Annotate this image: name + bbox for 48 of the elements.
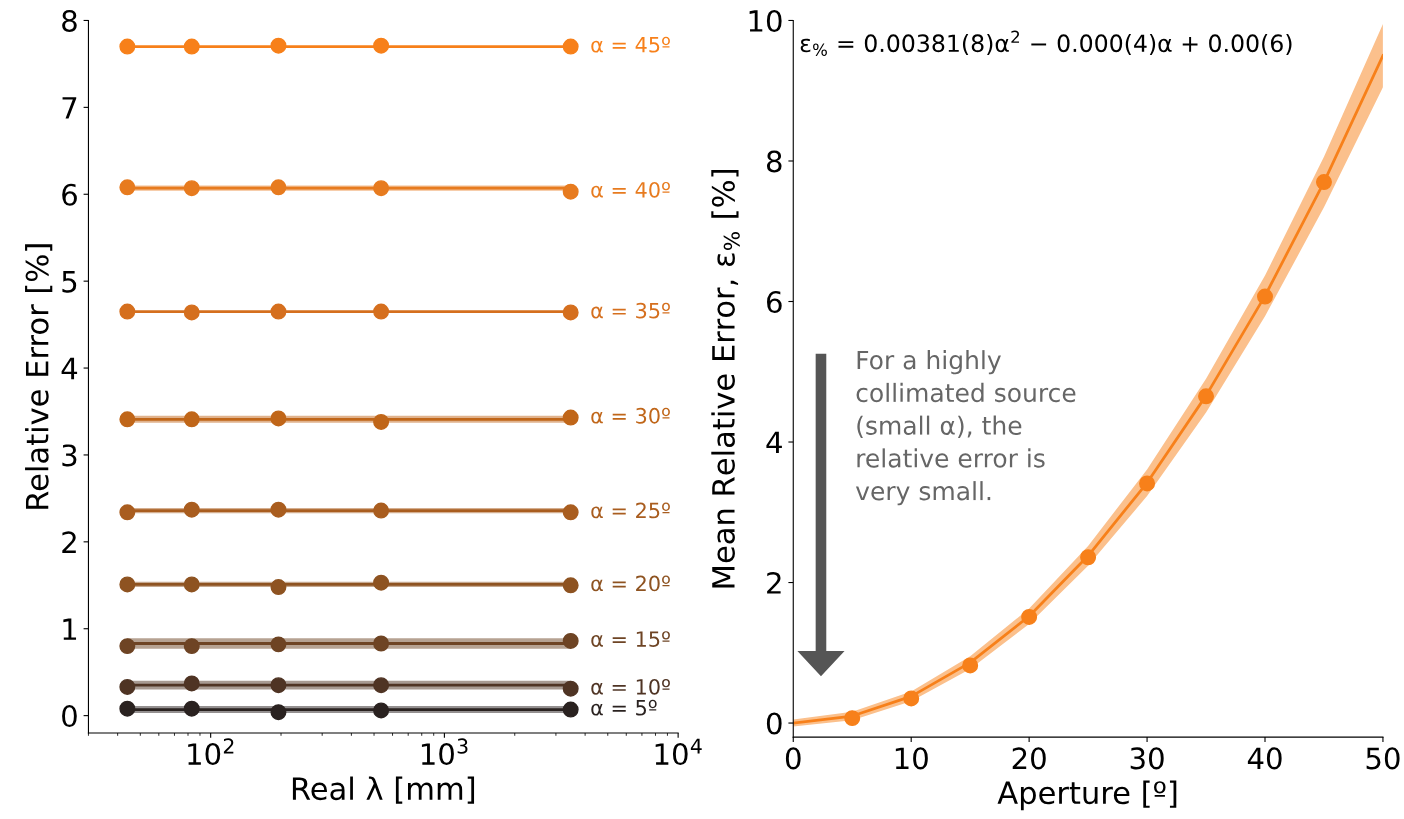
x-tick-label: 30 [1130, 747, 1164, 770]
point [844, 710, 861, 727]
y-tick-label: 8 [62, 9, 77, 32]
x-tick-label: 40 [1247, 747, 1282, 770]
y-tick-label: 1 [63, 618, 77, 640]
y-tick-label: 6 [767, 290, 782, 313]
point [1198, 388, 1215, 405]
y-tick-label: 2 [62, 531, 76, 553]
series-label: α = 15º [591, 631, 670, 647]
y-tick-label: 4 [61, 357, 78, 380]
y-tick-label: 0 [766, 712, 782, 735]
y-tick-label: 7 [62, 97, 77, 119]
x-tick-label: 0 [785, 747, 801, 770]
x-axis-title: Aperture [º] [997, 780, 1177, 811]
y-tick-label: 0 [62, 705, 77, 728]
y-tick-label: 6 [62, 183, 77, 206]
series-label: α = 20º [591, 575, 670, 592]
point [1139, 475, 1156, 492]
series-label: α = 30º [591, 407, 670, 424]
x-tick-label: 10$^{4}$ [655, 738, 702, 766]
series-label: α = 45º [591, 36, 670, 53]
x-tick-label: 10$^{3}$ [421, 738, 468, 766]
series-label: α = 35º [591, 302, 670, 319]
series-label: α = 5º [591, 699, 657, 716]
point [1315, 174, 1332, 191]
y-axis-title: Mean Relative Error, ε$_{%}$ [%] [711, 170, 740, 588]
x-axis-title: Real λ [mm] [292, 776, 475, 804]
point [1257, 288, 1273, 305]
point [962, 657, 979, 674]
point [1080, 549, 1097, 566]
series-label: α = 10º [591, 678, 670, 695]
annotation: ε$_{%}$ = 0.00381(8)α$^{2}$ − 0.000(4)α + 0.00(6) [800, 30, 1292, 56]
annotation: For a highly collimated source (small α), the relative error is very small. [855, 350, 1076, 506]
point [903, 690, 920, 707]
x-tick-label: 20 [1012, 747, 1046, 770]
y-tick-label: 2 [767, 571, 781, 594]
series-label: α = 25º [591, 502, 670, 519]
series-label: α = 40º [591, 181, 670, 198]
x-tick-label: 50 [1366, 747, 1400, 770]
x-tick-label: 10$^{2}$ [188, 738, 234, 766]
y-tick-label: 8 [766, 150, 782, 173]
y-axis-title: Relative Error [%] [25, 244, 53, 509]
x-tick-label: 10 [895, 747, 928, 770]
y-tick-label: 3 [62, 444, 77, 467]
point [1021, 608, 1038, 625]
y-tick-label: 10 [749, 9, 782, 32]
y-tick-label: 5 [62, 270, 77, 293]
y-tick-label: 4 [766, 431, 782, 454]
